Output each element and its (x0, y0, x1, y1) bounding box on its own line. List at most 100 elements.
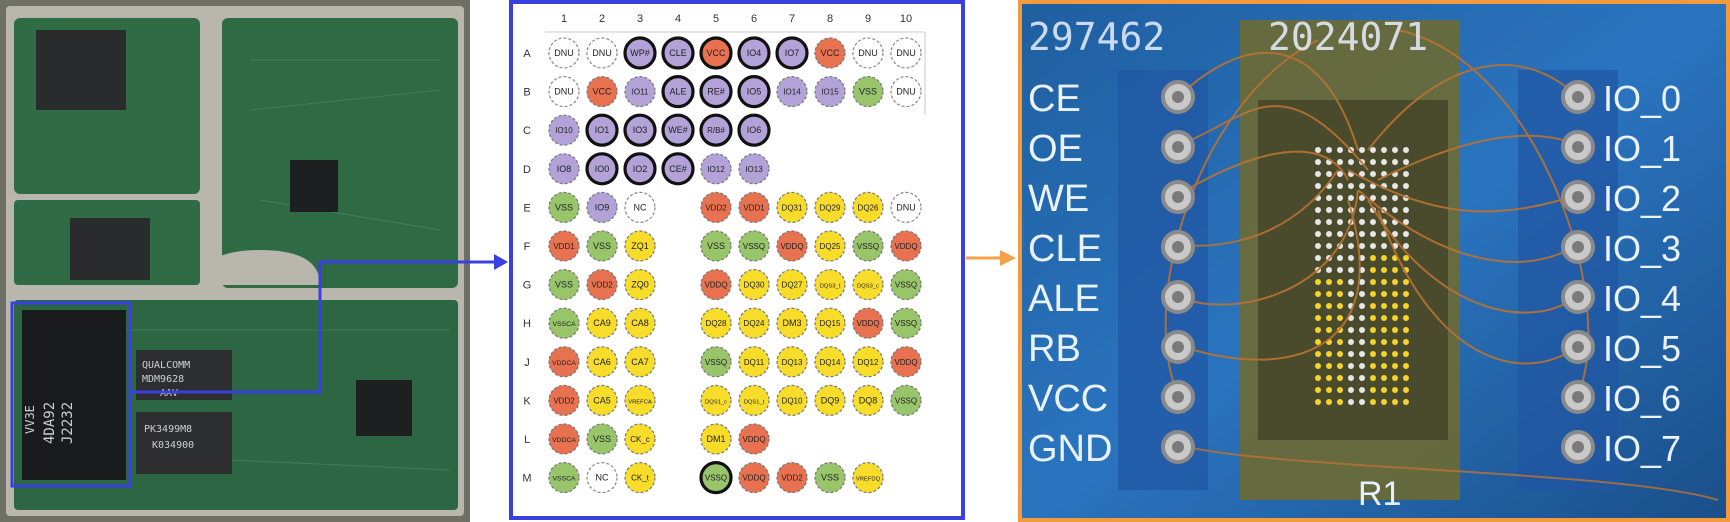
pin-A8-label: VCC (820, 48, 840, 58)
pin-H2-ball (586, 307, 618, 339)
pin-L2: VSS (586, 423, 618, 455)
pin-C4-ball (661, 113, 695, 147)
pin-B8-ball (814, 75, 846, 108)
pin-M8: VSS (814, 462, 846, 494)
bga-ball (1370, 351, 1376, 357)
bga-ball (1370, 171, 1376, 177)
bga-ball (1337, 303, 1343, 309)
pin-A3-ball (623, 36, 657, 70)
pin-C4-label: WE# (668, 125, 688, 135)
pin-K6-ball (738, 384, 770, 416)
pin-B2: VCC (586, 75, 618, 108)
pin-L3: CK_c (624, 423, 656, 455)
bga-ball (1381, 267, 1387, 273)
bga-ball (1381, 387, 1387, 393)
bga-ball (1370, 303, 1376, 309)
row-header-M: M (522, 473, 531, 485)
pin-L2-label: VSS (593, 434, 611, 444)
bga-ball (1370, 147, 1376, 153)
bga-ball (1337, 387, 1343, 393)
pin-J9-ball (852, 346, 884, 378)
pin-J7-label: DQ13 (782, 358, 803, 367)
pin-A10-label: DNU (896, 48, 916, 58)
orange-arrowhead (1000, 250, 1016, 266)
pin-G7-label: DQ27 (782, 281, 803, 290)
bga-ball (1348, 327, 1354, 333)
pin-C3-label: IO3 (633, 125, 648, 135)
right-label-io-7: IO_7 (1603, 428, 1681, 469)
pin-M5-ball (699, 461, 733, 495)
bga-ball (1359, 375, 1365, 381)
pin-K5: DQS1_c (700, 384, 732, 416)
pin-M9: VREFDQ (852, 462, 884, 494)
left-label-rb: RB (1028, 328, 1081, 370)
pin-A9-label: DNU (858, 48, 878, 58)
pin-F9-label: VSSQ (857, 242, 879, 251)
bga-ball (1348, 267, 1354, 273)
pin-M1: VSSCA (548, 462, 580, 494)
bga-ball (1337, 279, 1343, 285)
pin-J2: CA6 (586, 346, 618, 378)
bga-ball (1315, 399, 1321, 405)
pin-D1-ball (548, 153, 580, 185)
bga-ball (1403, 255, 1409, 261)
pin-E9-label: DQ26 (858, 203, 879, 212)
pin-H10-label: VSSQ (895, 319, 917, 328)
bga-ball (1370, 399, 1376, 405)
bga-ball (1348, 159, 1354, 165)
pin-M2-label: NC (596, 473, 609, 483)
bga-ball (1337, 363, 1343, 369)
pin-J1: VDDCA (548, 346, 580, 378)
bga-ball (1315, 363, 1321, 369)
bga-ball (1315, 147, 1321, 153)
row-header-B: B (523, 87, 530, 99)
pin-L3-ball (624, 423, 656, 455)
pin-K6: DQS1_t (738, 384, 770, 416)
pin-J8: DQ14 (814, 346, 846, 378)
bga-ball (1370, 195, 1376, 201)
pin-G7: DQ27 (776, 269, 808, 301)
bga-ball (1315, 219, 1321, 225)
bga-ball (1392, 339, 1398, 345)
pin-J6-label: DQ11 (744, 358, 765, 367)
bga-ball (1381, 147, 1387, 153)
pin-H7-ball (776, 307, 808, 339)
pin-E2: IO9 (586, 191, 618, 223)
bga-ball (1348, 363, 1354, 369)
pin-G5-ball (700, 269, 732, 301)
pin-A9: DNU (852, 37, 884, 69)
pin-G2: VDD2 (586, 269, 618, 301)
pin-M6: VDDQ (738, 462, 770, 494)
bga-ball (1337, 315, 1343, 321)
bga-ball (1348, 279, 1354, 285)
pin-E5: VDD2 (700, 191, 732, 223)
bga-ball (1337, 291, 1343, 297)
pin-B7-ball (776, 75, 808, 108)
bga-ball (1315, 327, 1321, 333)
pin-A2: DNU (586, 37, 618, 69)
bga-ball (1315, 159, 1321, 165)
row-header-C: C (523, 125, 531, 137)
pin-F5-label: VSS (707, 241, 725, 251)
pin-C2: IO1 (585, 113, 619, 147)
pin-K3-ball (624, 384, 656, 416)
pin-M3-label: CK_t (631, 474, 650, 483)
bga-ball (1348, 195, 1354, 201)
bga-ball (1359, 183, 1365, 189)
pin-F5: VSS (700, 230, 732, 262)
bga-ball (1392, 267, 1398, 273)
pin-B6-ball (737, 74, 771, 109)
bga-ball (1337, 147, 1343, 153)
bga-ball (1370, 375, 1376, 381)
nand-chip-line-3: J2232 (60, 402, 76, 444)
bga-ball (1315, 339, 1321, 345)
pin-M8-ball (814, 462, 846, 494)
pin-E10-label: DNU (896, 202, 916, 212)
row-header-A: A (523, 48, 531, 60)
bga-ball (1326, 327, 1332, 333)
pin-F6: VSSQ (738, 230, 770, 262)
pin-G9: DQS3_c (852, 269, 884, 301)
nand-chip (22, 310, 126, 480)
bga-ball (1392, 195, 1398, 201)
pin-E3-label: NC (634, 202, 647, 212)
